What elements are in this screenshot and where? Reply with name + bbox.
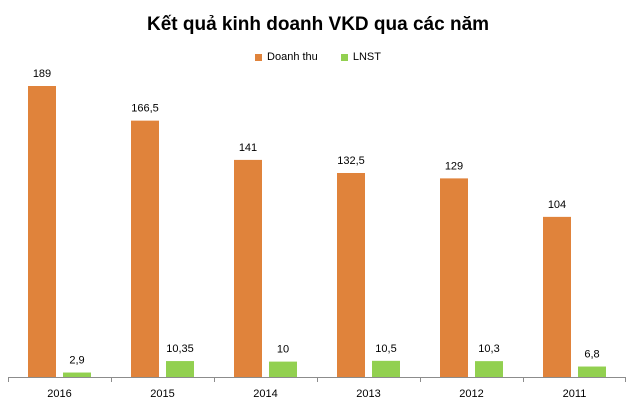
data-label-profit: 10,35 (166, 343, 194, 355)
bar-revenue (131, 120, 159, 378)
legend-label-revenue: Doanh thu (267, 51, 318, 63)
legend-label-profit: LNST (352, 51, 381, 63)
legend-item-revenue: Doanh thu (255, 51, 318, 63)
data-label-profit: 6,8 (584, 349, 599, 361)
bar-profit (269, 361, 297, 377)
data-label-revenue: 129 (445, 160, 463, 172)
data-label-revenue: 104 (548, 199, 566, 211)
data-label-profit: 2,9 (69, 355, 84, 367)
data-label-revenue: 141 (239, 142, 257, 154)
legend-item-profit: LNST (340, 51, 381, 63)
data-label-revenue: 132,5 (337, 155, 365, 167)
bar-profit (166, 361, 194, 377)
x-tick-label: 2011 (563, 388, 587, 400)
x-tick-label: 2015 (150, 388, 174, 400)
data-label-revenue: 166,5 (131, 103, 159, 115)
bar-profit (475, 361, 503, 377)
x-tick-label: 2012 (459, 388, 483, 400)
chart-legend: Doanh thu LNST (0, 51, 636, 64)
x-tick-label: 2014 (253, 388, 277, 400)
data-label-profit: 10,5 (375, 343, 396, 355)
x-tick-label: 2013 (356, 388, 380, 400)
bar-revenue (543, 216, 571, 377)
x-tick-label: 2016 (47, 388, 71, 400)
bar-revenue (234, 159, 262, 377)
bar-revenue (337, 172, 365, 377)
legend-swatch-revenue (255, 53, 263, 61)
bar-revenue (28, 86, 56, 377)
bar-profit (372, 360, 400, 377)
bar-profit (63, 372, 91, 377)
bar-revenue (440, 178, 468, 377)
bar-profit (578, 366, 606, 377)
data-label-profit: 10,3 (478, 343, 499, 355)
data-label-revenue: 189 (33, 68, 51, 80)
data-label-profit: 10 (277, 344, 289, 356)
chart-title: Kết quả kinh doanh VKD qua các năm (146, 14, 490, 35)
legend-swatch-profit (340, 53, 348, 61)
